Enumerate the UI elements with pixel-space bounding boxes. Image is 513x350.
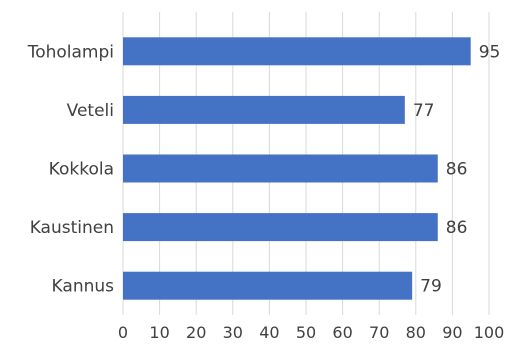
x-tick-label: 50 <box>296 323 316 342</box>
category-label: Toholampi <box>27 42 114 62</box>
x-tick-label: 70 <box>369 323 389 342</box>
category-label: Veteli <box>67 101 114 121</box>
x-tick-label: 10 <box>149 323 169 342</box>
category-label: Kokkola <box>49 160 114 180</box>
data-label: 79 <box>420 277 442 297</box>
bar <box>123 37 471 66</box>
bar <box>123 95 405 124</box>
x-tick-label: 90 <box>442 323 462 342</box>
data-labels: 95 77 86 86 79 <box>413 42 501 296</box>
bar <box>123 271 413 300</box>
category-label: Kannus <box>52 277 115 297</box>
x-tick-label: 30 <box>223 323 243 342</box>
data-label: 86 <box>446 218 468 238</box>
data-label: 86 <box>446 160 468 180</box>
bar <box>123 154 438 183</box>
category-labels: Toholampi Veteli Kokkola Kaustinen Kannus <box>27 42 114 296</box>
category-label: Kaustinen <box>30 218 114 238</box>
x-tick-label: 100 <box>474 323 505 342</box>
data-label: 95 <box>479 42 501 62</box>
bar <box>123 213 438 242</box>
x-tick-label: 60 <box>332 323 352 342</box>
x-tick-label: 0 <box>118 323 128 342</box>
x-axis-ticks: 0 10 20 30 40 50 60 70 80 90 100 <box>118 323 504 342</box>
x-tick-label: 20 <box>186 323 206 342</box>
bars <box>123 37 471 300</box>
x-tick-label: 80 <box>406 323 426 342</box>
x-tick-label: 40 <box>259 323 279 342</box>
data-label: 77 <box>413 101 435 121</box>
